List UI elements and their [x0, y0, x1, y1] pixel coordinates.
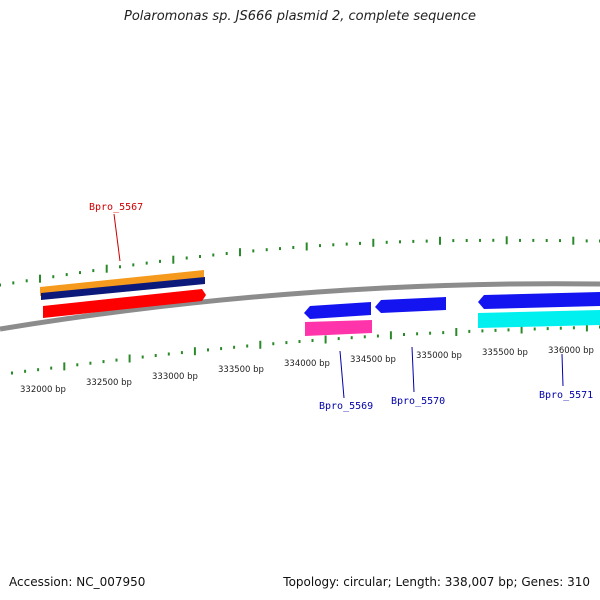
scale-labels: 332000 bp 332500 bp 333000 bp 333500 bp … — [20, 346, 594, 395]
scale-label: 333000 bp — [152, 372, 198, 382]
scale-label: 333500 bp — [218, 365, 264, 375]
gene-label-bpro-5571[interactable]: Bpro_5571 — [539, 390, 593, 401]
map-title: Polaromonas sp. JS666 plasmid 2, complet… — [123, 9, 476, 24]
gene-labels: Bpro_5567 Bpro_5569 Bpro_5570 Bpro_5571 — [89, 202, 593, 412]
gene-leader-lines — [113, 213, 564, 399]
leader-line-bpro-5570 — [411, 346, 415, 393]
gene-label-bpro-5570[interactable]: Bpro_5570 — [391, 396, 445, 407]
gene-label-bpro-5569[interactable]: Bpro_5569 — [319, 401, 373, 412]
leader-line-bpro-5569 — [339, 350, 345, 399]
scale-label: 335000 bp — [416, 351, 462, 361]
gene-label-bpro-5567[interactable]: Bpro_5567 — [89, 202, 143, 213]
plasmid-backbone — [0, 281, 600, 332]
feature-bar-cyan[interactable] — [478, 310, 600, 328]
gene-arrow-bpro-5569[interactable] — [304, 302, 371, 319]
reverse-feature-track — [304, 292, 600, 336]
lower-tick-row — [11, 323, 600, 375]
gene-arrow-bpro-5567[interactable] — [43, 289, 206, 318]
scale-label: 335500 bp — [482, 348, 528, 358]
leader-line-bpro-5571 — [561, 353, 564, 387]
feature-bar-navy[interactable] — [41, 277, 205, 300]
scale-label: 334500 bp — [350, 355, 396, 365]
upper-tick-row — [0, 236, 600, 287]
feature-bar-magenta[interactable] — [305, 320, 372, 336]
forward-feature-track — [40, 270, 206, 318]
leader-line-bpro-5567 — [113, 213, 121, 262]
scale-label: 334000 bp — [284, 359, 330, 369]
scale-label: 332500 bp — [86, 378, 132, 388]
gene-arrow-bpro-5570[interactable] — [375, 297, 446, 313]
accession-label: Accession: NC_007950 — [9, 575, 146, 589]
scale-label: 336000 bp — [548, 346, 594, 356]
sequence-summary: Topology: circular; Length: 338,007 bp; … — [283, 575, 590, 589]
scale-label: 332000 bp — [20, 385, 66, 395]
gene-arrow-bpro-5571[interactable] — [478, 292, 600, 309]
